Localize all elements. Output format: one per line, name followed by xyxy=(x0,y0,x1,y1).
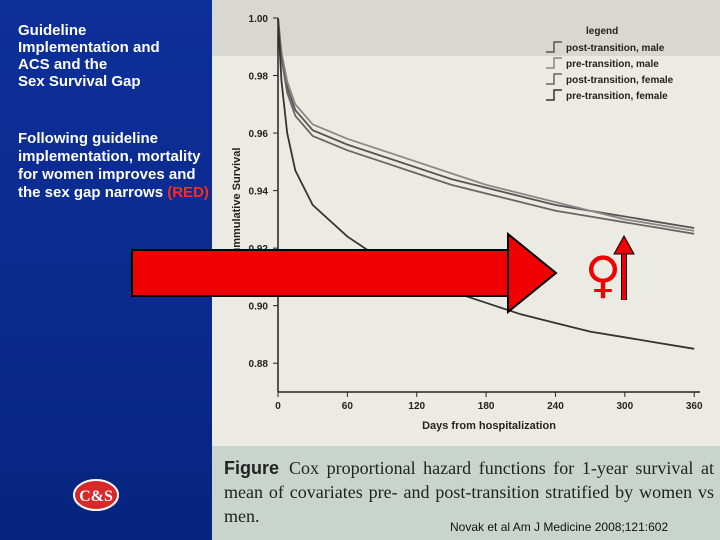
x-tick-label: 300 xyxy=(617,401,634,412)
legend-entry-2: post-transition, female xyxy=(566,75,674,86)
slide-title: Guideline Implementation and ACS and the… xyxy=(18,22,160,90)
citation: Novak et al Am J Medicine 2008;121:602 xyxy=(450,520,669,534)
legend-entry-0: post-transition, male xyxy=(566,43,665,54)
cs-logo: C&S xyxy=(73,479,119,511)
x-tick-label: 240 xyxy=(547,401,564,412)
series-line-1 xyxy=(277,17,695,232)
figure-label: Figure xyxy=(224,458,280,478)
slide-body-highlight: (RED) xyxy=(167,184,209,201)
x-tick-label: 180 xyxy=(478,401,495,412)
caption-area xyxy=(212,446,720,540)
x-tick-label: 360 xyxy=(686,401,703,412)
legend-title: legend xyxy=(586,26,618,37)
x-tick-label: 0 xyxy=(275,401,281,412)
figure-scan-header xyxy=(212,0,720,56)
y-tick-label: 0.90 xyxy=(249,302,269,313)
y-tick-label: 0.94 xyxy=(249,187,269,198)
y-tick-label: 0.98 xyxy=(249,72,269,83)
legend-swatch-3 xyxy=(546,89,562,101)
y-tick-label: 1.00 xyxy=(249,14,269,25)
cs-logo-text: C&S xyxy=(79,488,113,505)
legend-entry-3: pre-transition, female xyxy=(566,91,668,102)
y-tick-label: 0.96 xyxy=(249,129,269,140)
x-tick-label: 120 xyxy=(408,401,425,412)
slide-body: Following guideline implementation, mort… xyxy=(18,130,212,202)
figure-caption: Figure Cox proportional hazard functions … xyxy=(224,456,714,528)
up-arrow-head xyxy=(613,234,635,255)
red-arrow-head xyxy=(507,231,558,315)
figure-caption-text: Cox proportional hazard functions for 1-… xyxy=(224,458,714,526)
series-line-2 xyxy=(277,17,695,235)
y-tick-label: 0.88 xyxy=(249,359,269,370)
slide-body-text: Following guideline implementation, mort… xyxy=(18,130,201,201)
red-arrow-body xyxy=(131,249,511,297)
series-line-0 xyxy=(277,17,695,229)
legend-swatch-1 xyxy=(546,57,562,69)
female-symbol: ♀ xyxy=(585,246,622,304)
legend-swatch-2 xyxy=(546,73,562,85)
legend-swatch-0 xyxy=(546,41,562,53)
y-axis-label: Cummulative Survival xyxy=(231,148,243,263)
legend-entry-1: pre-transition, male xyxy=(566,59,659,70)
x-axis-label: Days from hospitalization xyxy=(422,420,556,432)
x-tick-label: 60 xyxy=(342,401,354,412)
